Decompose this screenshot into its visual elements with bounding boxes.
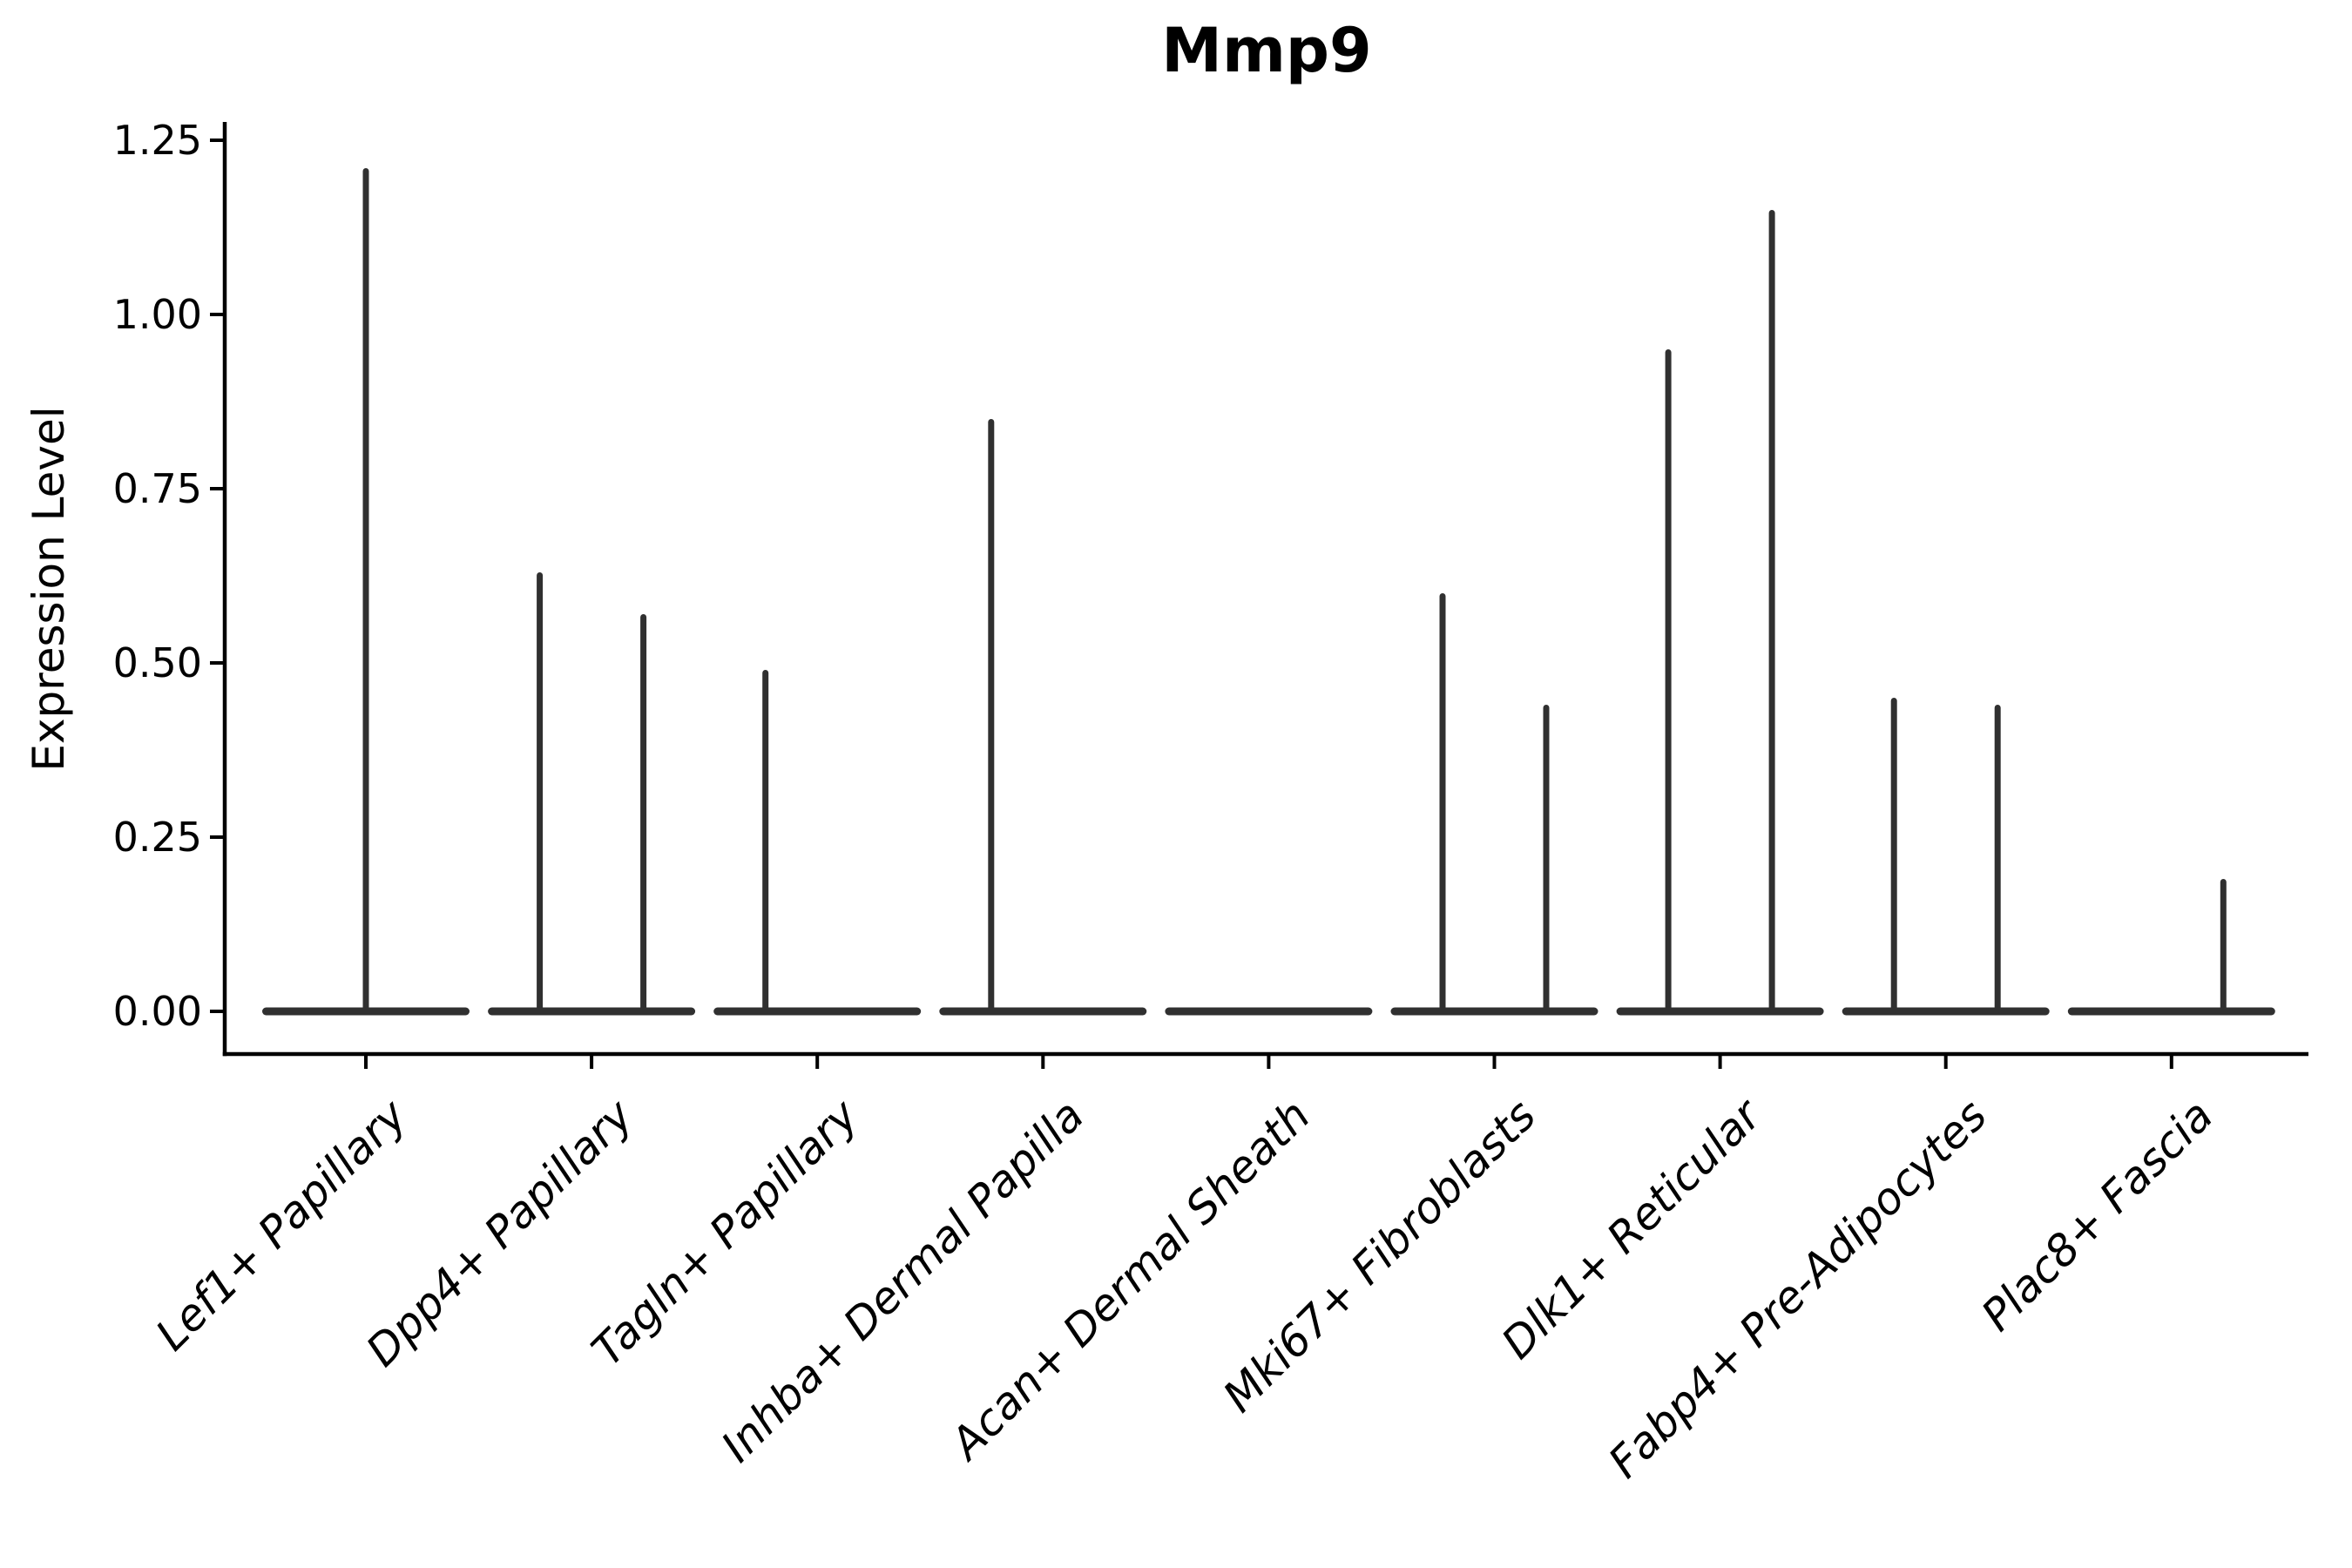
violin-baseline — [2067, 1007, 2275, 1016]
violin-spike — [1543, 705, 1550, 1013]
violin-spike — [537, 572, 544, 1013]
violin-spike — [640, 614, 647, 1013]
violin-spike — [1994, 705, 2001, 1013]
violin-baseline — [488, 1007, 696, 1016]
violin-baseline — [1842, 1007, 2050, 1016]
violin-baseline — [939, 1007, 1147, 1016]
violin-baseline — [1390, 1007, 1598, 1016]
y-tick-label: 0.50 — [112, 639, 202, 686]
violin-spike — [2220, 879, 2227, 1013]
y-axis-label: Expression Level — [24, 406, 74, 772]
violin-baseline — [1616, 1007, 1824, 1016]
violin-spike — [1768, 210, 1775, 1013]
y-tick-label: 1.00 — [112, 291, 202, 338]
violin-spike — [362, 168, 369, 1013]
y-tick-label: 0.75 — [112, 465, 202, 512]
violin-baseline — [713, 1007, 922, 1016]
violin-spike — [988, 419, 995, 1013]
chart-title: Mmp9 — [1161, 15, 1372, 86]
violin-spike — [762, 670, 769, 1013]
y-tick-label: 0.25 — [112, 814, 202, 861]
violin-spike — [1665, 349, 1672, 1013]
violin-baseline — [1165, 1007, 1373, 1016]
violin-spike — [1890, 698, 1897, 1013]
y-tick-label: 1.25 — [112, 117, 202, 164]
violin-spike — [1439, 593, 1446, 1013]
y-tick-label: 0.00 — [112, 988, 202, 1035]
